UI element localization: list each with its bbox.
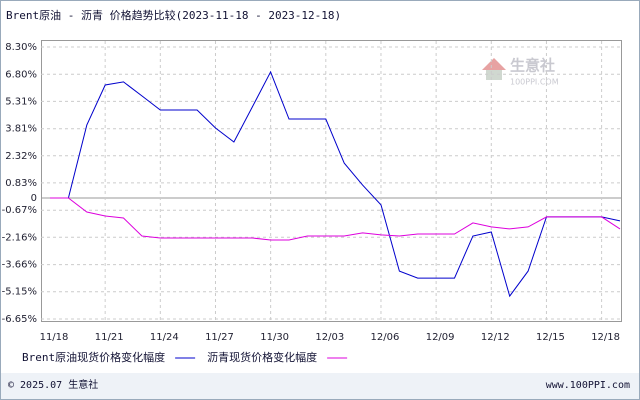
y-tick-label: 3.81% [5,124,37,135]
watermark: 生意社 100PPI.COM [482,57,559,87]
footer-site: www.100PPI.com [546,380,630,391]
watermark-site: 100PPI.COM [510,78,559,87]
y-tick-label: 8.30% [5,42,37,53]
watermark-name: 生意社 [510,57,555,75]
watermark-logo [486,70,502,80]
x-tick-label: 11/21 [95,332,124,343]
y-tick-label: 0 [31,193,37,204]
x-tick-label: 12/12 [481,332,510,343]
x-tick-label: 12/06 [371,332,400,343]
y-tick-label: 6.80% [5,69,37,80]
x-tick-label: 11/27 [205,332,234,343]
watermark-logo [482,58,506,70]
x-tick-label: 12/03 [315,332,344,343]
series-line [50,70,621,298]
y-tick-label: -0.67% [2,205,37,216]
x-tick-label: 11/24 [150,332,179,343]
y-tick-label: -2.16% [2,232,37,243]
legend-label: Brent原油现货价格变化幅度 [22,350,165,364]
y-tick-label: 2.32% [5,151,37,162]
y-tick-label: -6.65% [2,314,37,325]
y-tick-label: -5.15% [2,287,37,298]
x-tick-label: 11/30 [260,332,289,343]
x-tick-label: 12/09 [426,332,455,343]
x-tick-label: 12/18 [591,332,620,343]
series-line [50,197,621,241]
x-tick-label: 11/18 [40,332,69,343]
legend-label: 沥青现货价格变化幅度 [207,350,317,364]
x-tick-label: 12/15 [536,332,565,343]
chart-title: Brent原油 - 沥青 价格趋势比较(2023-11-18 - 2023-12… [6,8,341,22]
plot-area [41,40,622,322]
footer-copyright: © 2025.07 生意社 [8,378,98,391]
y-tick-label: 0.83% [5,178,37,189]
y-tick-label: 5.31% [5,96,37,107]
footer-band [1,373,639,399]
y-tick-label: -3.66% [2,260,37,271]
